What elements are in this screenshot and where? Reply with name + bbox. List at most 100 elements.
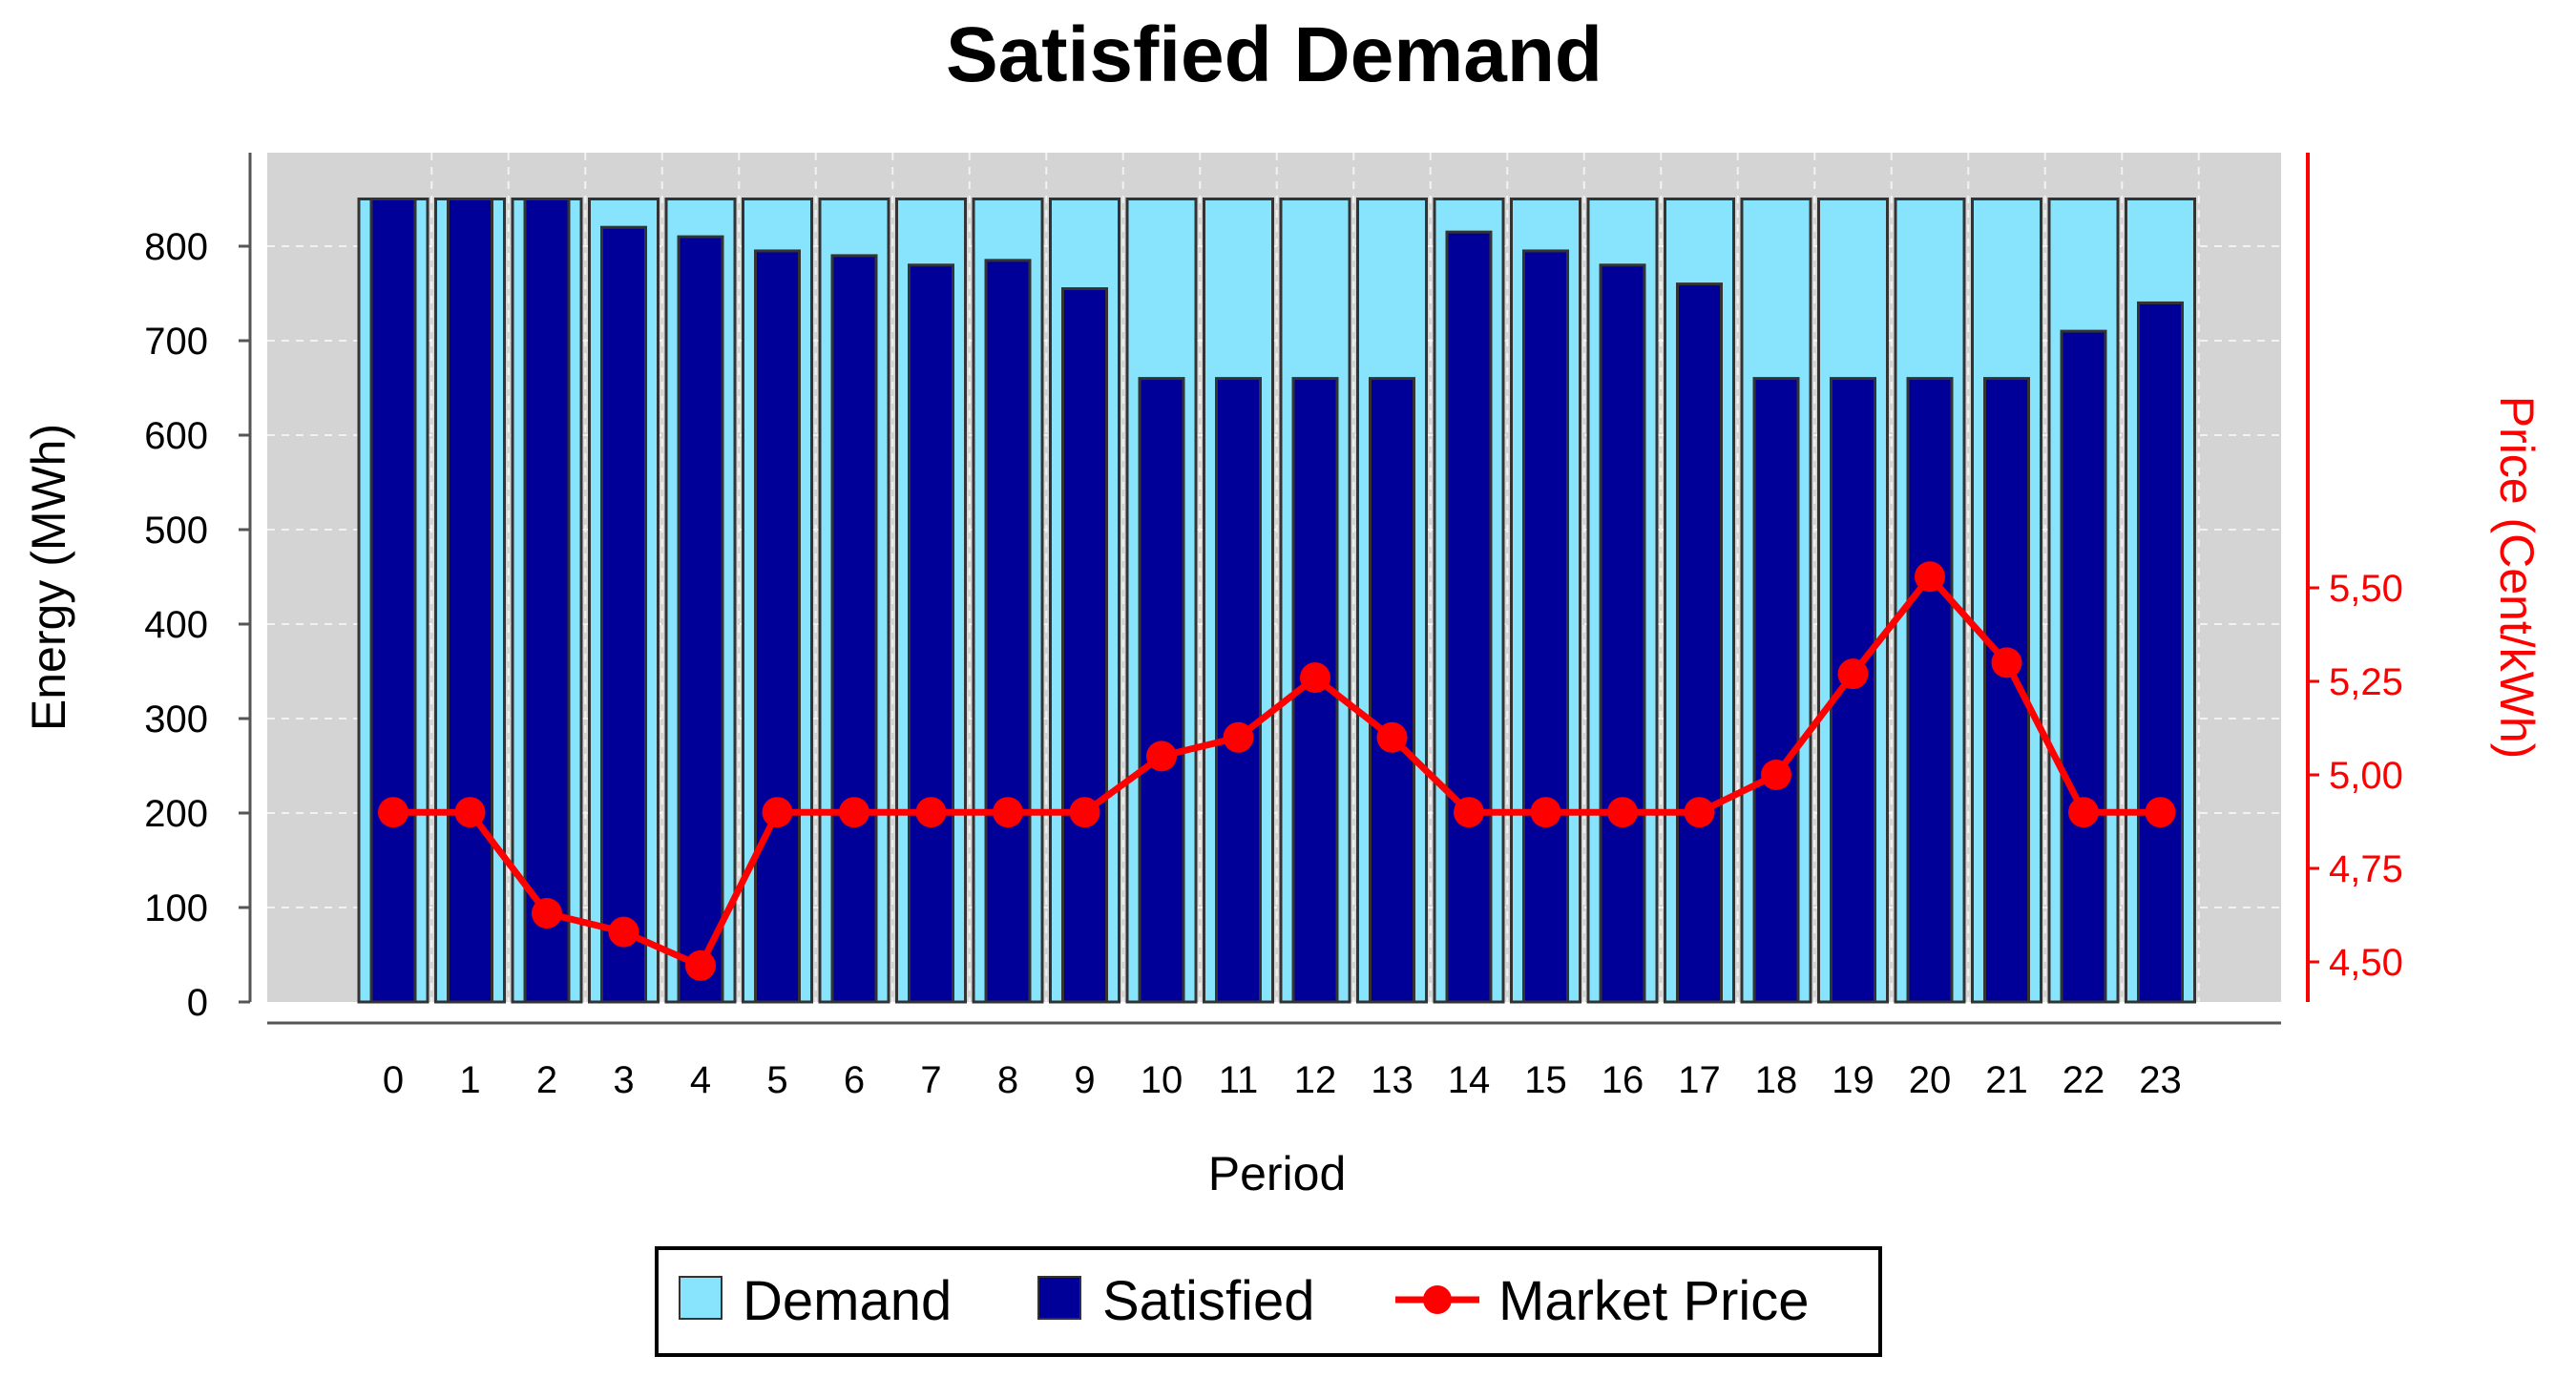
market-price-point-20 xyxy=(1915,561,1945,593)
market-price-point-18 xyxy=(1761,760,1791,790)
left-tick-label: 0 xyxy=(187,982,208,1024)
market-price-point-8 xyxy=(993,797,1023,828)
market-price-point-17 xyxy=(1684,797,1715,828)
legend-demand-swatch xyxy=(679,1276,723,1320)
left-tick-label: 800 xyxy=(144,226,208,268)
left-tick-label: 300 xyxy=(144,699,208,741)
x-tick-label: 7 xyxy=(920,1059,941,1101)
market-price-point-13 xyxy=(1376,721,1408,753)
x-tick-label: 21 xyxy=(1985,1059,2028,1101)
x-tick-label: 16 xyxy=(1602,1059,1644,1101)
satisfied-bar-17 xyxy=(1676,282,1723,1004)
right-tick-label: 4,75 xyxy=(2329,848,2403,890)
market-price-point-6 xyxy=(839,797,869,828)
left-tick-label: 100 xyxy=(144,887,208,929)
x-tick-label: 12 xyxy=(1294,1059,1337,1101)
right-tick-label: 5,00 xyxy=(2329,755,2403,797)
x-tick-label: 5 xyxy=(766,1059,787,1101)
x-tick-label: 4 xyxy=(690,1059,711,1101)
satisfied-bar-4 xyxy=(677,235,724,1004)
x-tick-label: 19 xyxy=(1832,1059,1874,1101)
right-axis-ticks: 4,50 4,75 5,00 5,25 5,50 xyxy=(2308,568,2403,984)
market-price-point-11 xyxy=(1223,721,1254,753)
x-tick-label: 1 xyxy=(459,1059,480,1101)
x-tick-label: 10 xyxy=(1141,1059,1183,1101)
right-tick-label: 5,25 xyxy=(2329,661,2403,703)
legend-price-label: Market Price xyxy=(1498,1270,1810,1332)
satisfied-bar-11 xyxy=(1215,377,1262,1004)
satisfied-bar-7 xyxy=(908,263,954,1004)
satisfied-bar-1 xyxy=(447,198,493,1004)
y-axis-label: Energy (MWh) xyxy=(22,424,75,731)
market-price-point-3 xyxy=(608,916,639,948)
legend: Demand Satisfied Market Price xyxy=(655,1246,1882,1357)
legend-price-marker xyxy=(1423,1285,1452,1314)
satisfied-bar-22 xyxy=(2060,329,2107,1004)
legend-box xyxy=(655,1246,1882,1357)
x-tick-label: 15 xyxy=(1524,1059,1567,1101)
x-tick-label: 20 xyxy=(1909,1059,1952,1101)
x-tick-label: 13 xyxy=(1371,1059,1414,1101)
legend-satisfied-swatch xyxy=(1037,1276,1081,1320)
market-price-point-15 xyxy=(1530,797,1561,828)
chart-title: Satisfied Demand xyxy=(946,11,1602,98)
x-tick-label: 18 xyxy=(1755,1059,1798,1101)
satisfied-bar-9 xyxy=(1061,287,1108,1004)
satisfied-bar-10 xyxy=(1138,377,1185,1004)
market-price-point-16 xyxy=(1607,797,1638,828)
satisfied-bar-20 xyxy=(1906,377,1954,1004)
market-price-point-7 xyxy=(915,797,947,828)
market-price-line xyxy=(378,561,2176,981)
market-price-point-5 xyxy=(762,797,793,828)
market-price-point-21 xyxy=(1991,647,2022,678)
right-tick-label: 4,50 xyxy=(2329,942,2403,984)
market-price-point-0 xyxy=(378,797,408,828)
x-tick-label: 22 xyxy=(2063,1059,2105,1101)
satisfied-bar-23 xyxy=(2137,301,2184,1004)
market-price-point-9 xyxy=(1069,797,1100,828)
x-tick-label: 14 xyxy=(1448,1059,1491,1101)
legend-demand-label: Demand xyxy=(743,1270,952,1332)
market-price-point-4 xyxy=(685,949,716,981)
x-tick-label: 8 xyxy=(997,1059,1018,1101)
satisfied-bar-5 xyxy=(754,249,801,1004)
x-axis-label: Period xyxy=(1208,1147,1347,1200)
y-axis-right-label: Price (Cent/kWh) xyxy=(2490,396,2544,760)
x-tick-label: 17 xyxy=(1678,1059,1721,1101)
satisfied-bar-0 xyxy=(369,198,417,1004)
right-tick-label: 5,50 xyxy=(2329,568,2403,610)
x-tick-label: 3 xyxy=(613,1059,634,1101)
left-tick-label: 500 xyxy=(144,510,208,552)
market-price-point-2 xyxy=(532,898,562,929)
bars xyxy=(357,198,2196,1004)
satisfied-bar-18 xyxy=(1752,377,1800,1004)
market-price-point-14 xyxy=(1454,797,1484,828)
x-tick-label: 0 xyxy=(383,1059,404,1101)
satisfied-bar-8 xyxy=(984,259,1032,1004)
left-tick-label: 200 xyxy=(144,793,208,835)
satisfied-bar-3 xyxy=(600,225,647,1004)
satisfied-bar-16 xyxy=(1599,263,1646,1004)
x-tick-label: 2 xyxy=(536,1059,557,1101)
left-tick-label: 400 xyxy=(144,604,208,646)
market-price-point-22 xyxy=(2068,797,2099,828)
left-tick-label: 600 xyxy=(144,415,208,457)
market-price-point-23 xyxy=(2145,797,2176,828)
x-tick-label: 9 xyxy=(1074,1059,1095,1101)
satisfied-bar-6 xyxy=(830,254,878,1004)
satisfied-bar-13 xyxy=(1369,377,1415,1004)
market-price-point-1 xyxy=(454,797,486,828)
market-price-point-19 xyxy=(1837,658,1869,690)
market-price-point-12 xyxy=(1300,662,1330,694)
left-tick-label: 700 xyxy=(144,321,208,363)
satisfied-bar-2 xyxy=(523,198,571,1004)
satisfied-bar-15 xyxy=(1522,249,1569,1004)
x-tick-label: 23 xyxy=(2139,1059,2182,1101)
legend-satisfied-label: Satisfied xyxy=(1102,1270,1314,1332)
x-tick-label: 6 xyxy=(844,1059,865,1101)
x-axis-ticks: 0 1 2 3 4 5 6 7 8 9 10 11 12 13 14 15 16 17 18 19 20 21 22 23 xyxy=(383,1059,2182,1101)
market-price-point-10 xyxy=(1146,741,1177,772)
left-axis-ticks: 0 100 200 300 400 500 600 700 800 xyxy=(144,226,250,1024)
x-tick-label: 11 xyxy=(1219,1059,1259,1101)
